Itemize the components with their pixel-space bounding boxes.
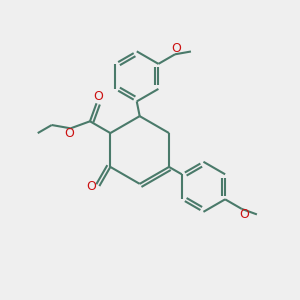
Text: O: O	[86, 180, 96, 194]
Text: O: O	[93, 90, 103, 103]
Text: O: O	[64, 127, 74, 140]
Text: O: O	[172, 42, 182, 55]
Text: O: O	[239, 208, 249, 221]
